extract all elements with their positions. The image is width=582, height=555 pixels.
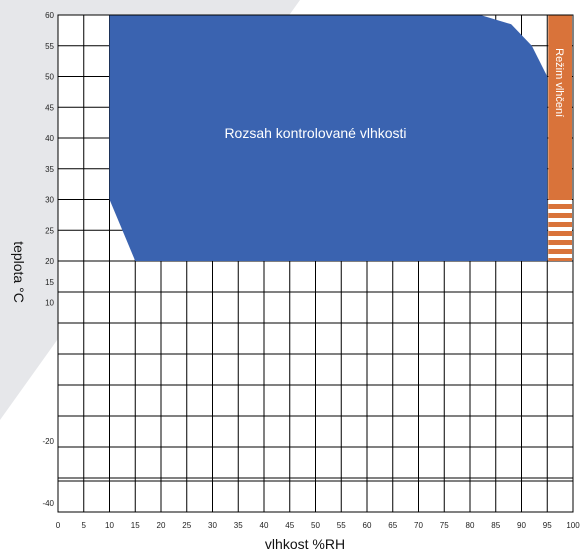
- x-tick-label: 100: [566, 521, 580, 530]
- x-tick-label: 65: [388, 521, 397, 530]
- x-tick-label: 85: [491, 521, 500, 530]
- x-tick-label: 20: [157, 521, 166, 530]
- x-tick-label: 95: [543, 521, 552, 530]
- x-tick-label: 25: [182, 521, 191, 530]
- x-axis-title: vlhkost %RH: [265, 536, 345, 552]
- region-side-label: Režim vlhčení: [553, 48, 565, 117]
- y-tick-label: 25: [45, 226, 54, 235]
- stripe: [548, 236, 572, 240]
- y-tick-label: 10: [45, 299, 54, 308]
- y-tick-label: 30: [45, 196, 54, 205]
- stripe: [548, 218, 572, 222]
- y-tick-label: 20: [45, 257, 54, 266]
- x-tick-label: 60: [363, 521, 372, 530]
- y-tick-label: 50: [45, 73, 54, 82]
- x-tick-label: 70: [414, 521, 423, 530]
- x-tick-label: 75: [440, 521, 449, 530]
- y-tick-label: 60: [45, 11, 54, 20]
- x-tick-label: 40: [260, 521, 269, 530]
- x-tick-label: 10: [105, 521, 114, 530]
- x-tick-label: 5: [82, 521, 87, 530]
- y-tick-label: -40: [42, 499, 54, 508]
- x-tick-label: 35: [234, 521, 243, 530]
- y-tick-label: 35: [45, 165, 54, 174]
- x-tick-label: 90: [517, 521, 526, 530]
- y-tick-label: 40: [45, 134, 54, 143]
- stripe: [548, 254, 572, 258]
- region-main-label: Rozsah kontrolované vlhkosti: [224, 125, 406, 141]
- x-tick-label: 55: [337, 521, 346, 530]
- y-tick-label: 55: [45, 42, 54, 51]
- x-tick-label: 50: [311, 521, 320, 530]
- x-tick-labels: 0 5 10 15 20 25 30 35 40 45 50 55 60 65 70 75 80 85 90 95 10…: [56, 521, 580, 530]
- x-tick-label: 30: [208, 521, 217, 530]
- x-tick-label: 0: [56, 521, 61, 530]
- stripe: [548, 245, 572, 249]
- x-tick-label: 45: [285, 521, 294, 530]
- y-tick-label: 45: [45, 103, 54, 112]
- stripe: [548, 227, 572, 231]
- y-tick-label: -20: [42, 437, 54, 446]
- y-tick-label: 15: [45, 278, 54, 287]
- stripe: [548, 200, 572, 204]
- stripe: [548, 209, 572, 213]
- y-axis-title: teplota °C: [11, 241, 27, 303]
- x-tick-label: 80: [466, 521, 475, 530]
- x-tick-label: 15: [131, 521, 140, 530]
